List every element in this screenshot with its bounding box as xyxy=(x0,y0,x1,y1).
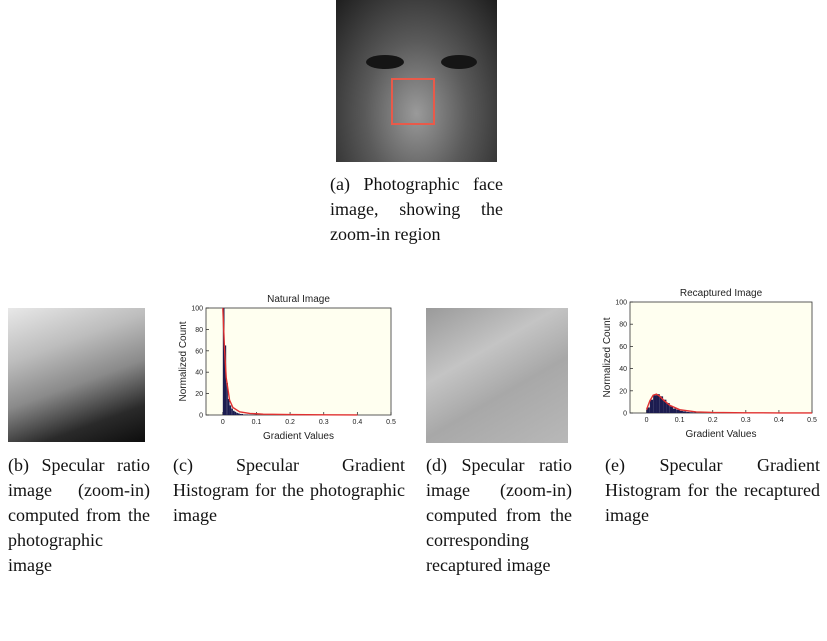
histogram-bar xyxy=(241,414,243,415)
x-tick-label: 0.4 xyxy=(352,419,362,426)
histogram-bar xyxy=(240,414,242,415)
histogram-bar xyxy=(690,412,693,413)
y-tick-label: 20 xyxy=(195,391,203,398)
histogram-bar xyxy=(235,412,237,415)
x-axis-label: Gradient Values xyxy=(686,429,757,440)
histogram-bar xyxy=(670,406,673,413)
x-axis-label: Gradient Values xyxy=(263,431,334,442)
y-tick-label: 100 xyxy=(191,306,203,313)
face-photo xyxy=(336,0,497,162)
y-tick-label: 60 xyxy=(195,348,203,355)
histogram-bar xyxy=(683,411,686,413)
y-tick-label: 80 xyxy=(619,322,627,329)
caption: (e) Specular Gradient Histogram for the … xyxy=(605,453,820,528)
histogram-chart: Natural Image Gradient Values Normalized C… xyxy=(176,290,401,442)
histogram-bar xyxy=(653,395,656,413)
y-tick-label: 40 xyxy=(195,370,203,377)
y-tick-label: 0 xyxy=(623,411,627,418)
x-tick-label: 0.4 xyxy=(774,417,784,424)
histogram-bar xyxy=(245,414,247,415)
x-tick-label: 0.2 xyxy=(708,417,718,424)
plot-area xyxy=(206,308,391,415)
histogram-bar xyxy=(680,411,683,413)
y-axis-label: Normalized Count xyxy=(178,321,189,401)
histogram-bar xyxy=(673,409,676,413)
y-axis-label: Normalized Count xyxy=(602,317,613,397)
histogram-bar xyxy=(230,405,232,415)
chart-title: Natural Image xyxy=(267,294,330,305)
specular-photo-recaptured xyxy=(426,308,568,443)
chart-title: Recaptured Image xyxy=(680,288,763,299)
specular-photo-natural xyxy=(8,308,145,442)
y-tick-label: 20 xyxy=(619,388,627,395)
histogram-bar xyxy=(686,412,689,413)
zoom-box xyxy=(391,78,435,125)
eye-left xyxy=(366,55,404,69)
caption: (b) Specular ratio image (zoom-in) compu… xyxy=(8,453,150,578)
x-tick-label: 0.1 xyxy=(252,419,262,426)
y-tick-label: 100 xyxy=(615,300,627,307)
x-tick-label: 0.5 xyxy=(807,417,817,424)
histogram-bar xyxy=(233,411,235,415)
y-tick-label: 40 xyxy=(619,366,627,373)
page: {"captions": [ "(a) Photographic face im… xyxy=(0,0,827,641)
histogram-bar xyxy=(650,400,653,413)
caption: (d) Specular ratio image (zoom-in) compu… xyxy=(426,453,572,578)
histogram-bar xyxy=(243,414,245,415)
x-tick-label: 0.1 xyxy=(675,417,685,424)
y-tick-label: 60 xyxy=(619,344,627,351)
histogram-bar xyxy=(656,394,659,413)
histogram-chart: Recaptured Image Gradient Values Normalize… xyxy=(600,284,822,440)
x-tick-label: 0.3 xyxy=(741,417,751,424)
y-tick-label: 0 xyxy=(199,413,203,420)
histogram-bar xyxy=(246,414,248,415)
caption: (a) Photographic face image, showing the… xyxy=(330,172,503,247)
histogram-bar xyxy=(236,413,238,415)
caption: (c) Specular Gradient Histogram for the … xyxy=(173,453,405,528)
histogram-bar xyxy=(231,409,233,415)
x-tick-label: 0.3 xyxy=(319,419,329,426)
x-tick-label: 0.2 xyxy=(285,419,295,426)
x-tick-label: 0 xyxy=(221,419,225,426)
eye-right xyxy=(441,55,477,69)
histogram-bar xyxy=(238,413,240,415)
x-tick-label: 0 xyxy=(645,417,649,424)
x-tick-label: 0.5 xyxy=(386,419,396,426)
y-tick-label: 80 xyxy=(195,327,203,334)
histogram-bar xyxy=(228,399,230,415)
